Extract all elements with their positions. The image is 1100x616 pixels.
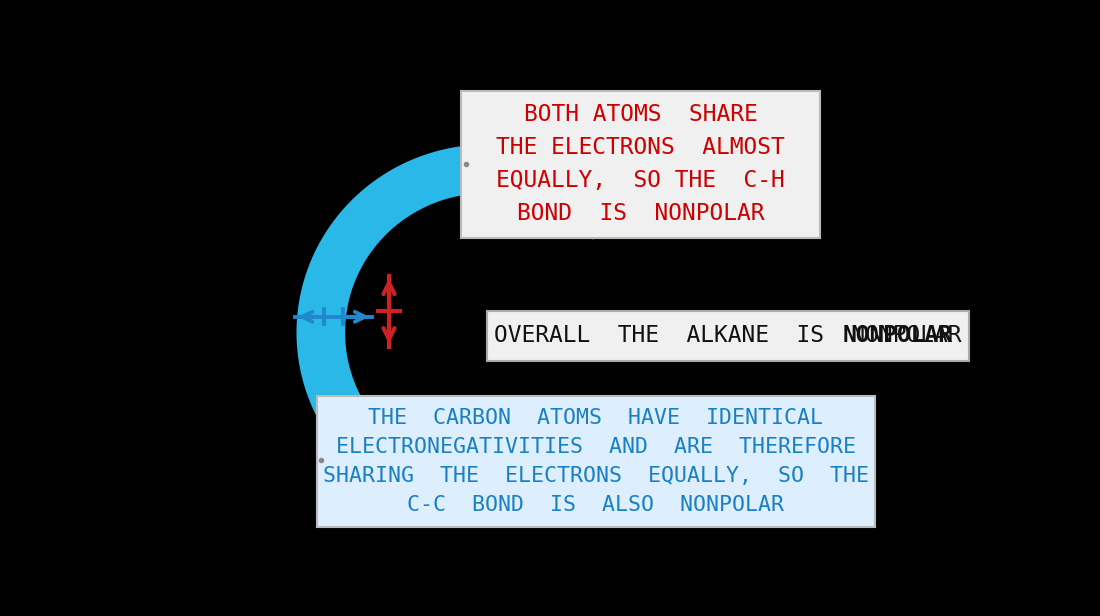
- FancyBboxPatch shape: [487, 311, 969, 361]
- Text: H: H: [419, 312, 444, 354]
- FancyBboxPatch shape: [317, 397, 875, 527]
- Text: THE  CARBON  ATOMS  HAVE  IDENTICAL
ELECTRONEGATIVITIES  AND  ARE  THEREFORE
SHA: THE CARBON ATOMS HAVE IDENTICAL ELECTRON…: [322, 408, 869, 515]
- Text: NONPOLAR: NONPOLAR: [843, 325, 953, 347]
- FancyBboxPatch shape: [462, 91, 820, 238]
- Text: OVERALL  THE  ALKANE  IS  NONPOLAR: OVERALL THE ALKANE IS NONPOLAR: [494, 325, 961, 347]
- Text: BOTH ATOMS  SHARE
THE ELECTRONS  ALMOST
EQUALLY,  SO THE  C-H
BOND  IS  NONPOLAR: BOTH ATOMS SHARE THE ELECTRONS ALMOST EQ…: [496, 103, 784, 225]
